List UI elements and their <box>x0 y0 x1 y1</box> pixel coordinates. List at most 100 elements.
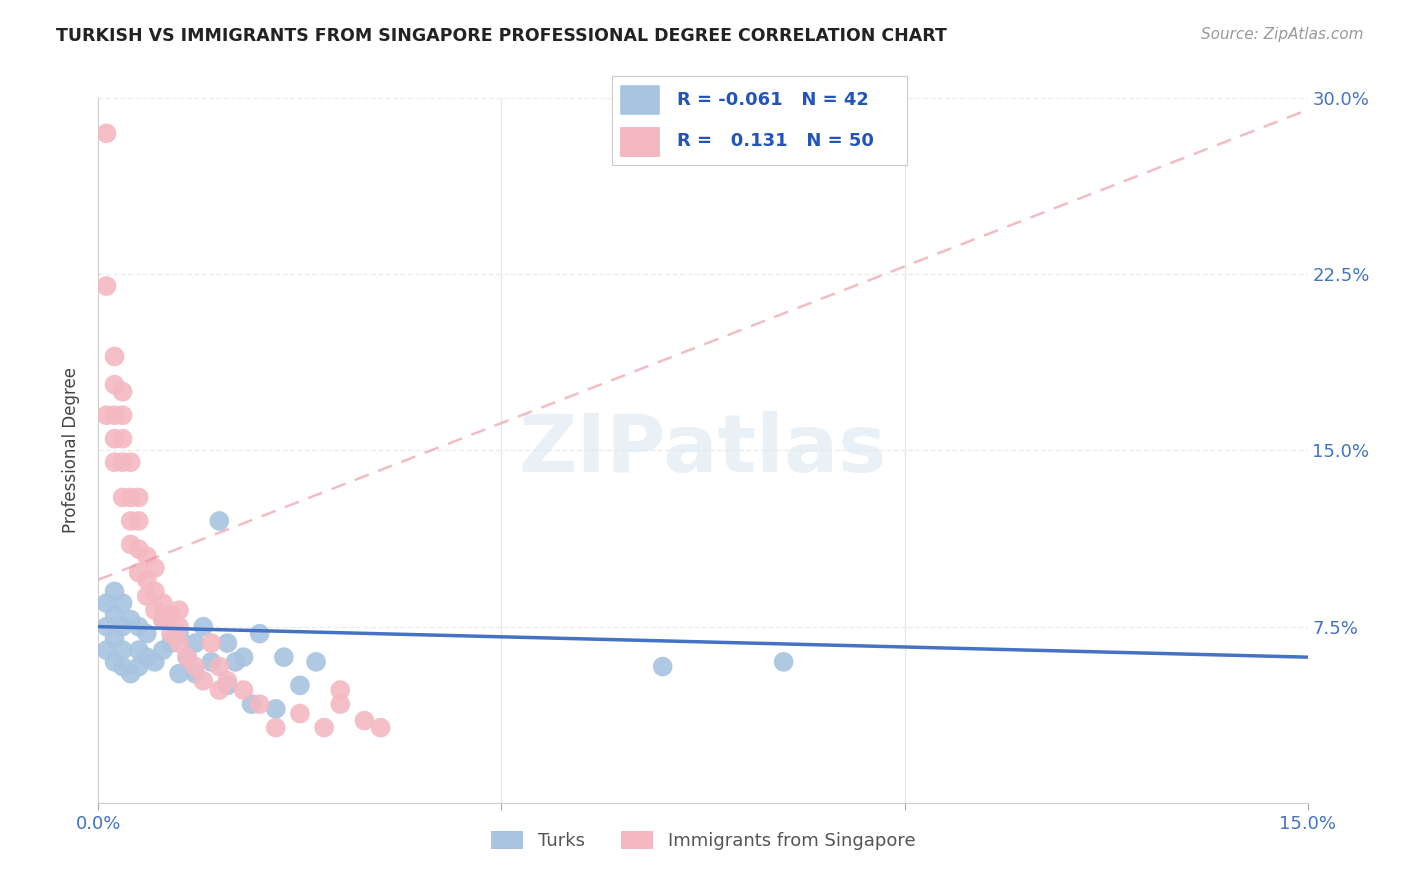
Point <box>96 408 118 422</box>
Point <box>167 619 190 633</box>
Point <box>128 542 150 557</box>
Point <box>160 636 183 650</box>
Point <box>103 632 125 646</box>
Point <box>128 491 150 505</box>
Point <box>120 537 142 551</box>
Point <box>184 659 207 673</box>
Point <box>135 626 157 640</box>
Point <box>96 126 118 140</box>
Point <box>111 384 134 399</box>
Point <box>329 683 352 698</box>
Point <box>135 589 157 603</box>
Point <box>152 596 174 610</box>
Point <box>193 619 215 633</box>
Point <box>240 697 263 711</box>
Point <box>249 626 271 640</box>
Point <box>184 636 207 650</box>
Y-axis label: Professional Degree: Professional Degree <box>62 368 80 533</box>
Point <box>111 455 134 469</box>
Point <box>160 607 183 622</box>
Point <box>264 721 287 735</box>
Point <box>184 666 207 681</box>
Point <box>111 619 134 633</box>
Point <box>353 714 375 728</box>
Text: R = -0.061   N = 42: R = -0.061 N = 42 <box>676 91 869 109</box>
Point <box>111 491 134 505</box>
Point <box>167 666 190 681</box>
Point <box>135 549 157 564</box>
Point <box>217 673 239 688</box>
Point <box>160 626 183 640</box>
Point <box>273 650 295 665</box>
Point <box>288 678 311 692</box>
Point <box>111 432 134 446</box>
Point <box>135 573 157 587</box>
Point <box>200 636 222 650</box>
Point <box>96 619 118 633</box>
Point <box>120 491 142 505</box>
Point <box>96 279 118 293</box>
Point <box>143 603 166 617</box>
Point <box>370 721 392 735</box>
Point <box>217 636 239 650</box>
Point <box>217 678 239 692</box>
Point <box>224 655 246 669</box>
Point <box>111 659 134 673</box>
Bar <box>620 85 659 114</box>
Point <box>103 408 125 422</box>
Point <box>111 596 134 610</box>
Point <box>120 514 142 528</box>
Point <box>103 377 125 392</box>
Point <box>128 643 150 657</box>
Point <box>152 613 174 627</box>
Point <box>111 408 134 422</box>
Point <box>111 643 134 657</box>
Point <box>329 697 352 711</box>
Point <box>96 596 118 610</box>
Point <box>128 619 150 633</box>
Point <box>152 643 174 657</box>
Point <box>96 643 118 657</box>
Text: TURKISH VS IMMIGRANTS FROM SINGAPORE PROFESSIONAL DEGREE CORRELATION CHART: TURKISH VS IMMIGRANTS FROM SINGAPORE PRO… <box>56 27 948 45</box>
Point <box>128 514 150 528</box>
Point <box>120 666 142 681</box>
Point <box>103 584 125 599</box>
Point <box>135 650 157 665</box>
Point <box>143 561 166 575</box>
Point <box>103 607 125 622</box>
Point <box>128 566 150 580</box>
Point <box>120 455 142 469</box>
Point <box>208 514 231 528</box>
Point <box>249 697 271 711</box>
Point <box>167 626 190 640</box>
Point <box>120 613 142 627</box>
Point <box>208 683 231 698</box>
Text: Source: ZipAtlas.com: Source: ZipAtlas.com <box>1201 27 1364 42</box>
Point <box>200 655 222 669</box>
Point <box>103 455 125 469</box>
Text: ZIPatlas: ZIPatlas <box>519 411 887 490</box>
Point <box>143 584 166 599</box>
Point <box>232 683 254 698</box>
Point <box>288 706 311 721</box>
Point <box>103 655 125 669</box>
Point <box>167 636 190 650</box>
Point <box>167 603 190 617</box>
Point <box>176 650 198 665</box>
Point <box>314 721 336 735</box>
Text: R =   0.131   N = 50: R = 0.131 N = 50 <box>676 132 873 150</box>
Legend: Turks, Immigrants from Singapore: Turks, Immigrants from Singapore <box>484 823 922 857</box>
Point <box>651 659 673 673</box>
Point <box>103 350 125 364</box>
Point <box>772 655 794 669</box>
Point <box>103 432 125 446</box>
Point <box>264 702 287 716</box>
Point <box>208 659 231 673</box>
Point <box>176 650 198 665</box>
Bar <box>620 127 659 156</box>
Point <box>305 655 328 669</box>
Point <box>143 655 166 669</box>
Point <box>193 673 215 688</box>
Point <box>232 650 254 665</box>
Point <box>152 613 174 627</box>
